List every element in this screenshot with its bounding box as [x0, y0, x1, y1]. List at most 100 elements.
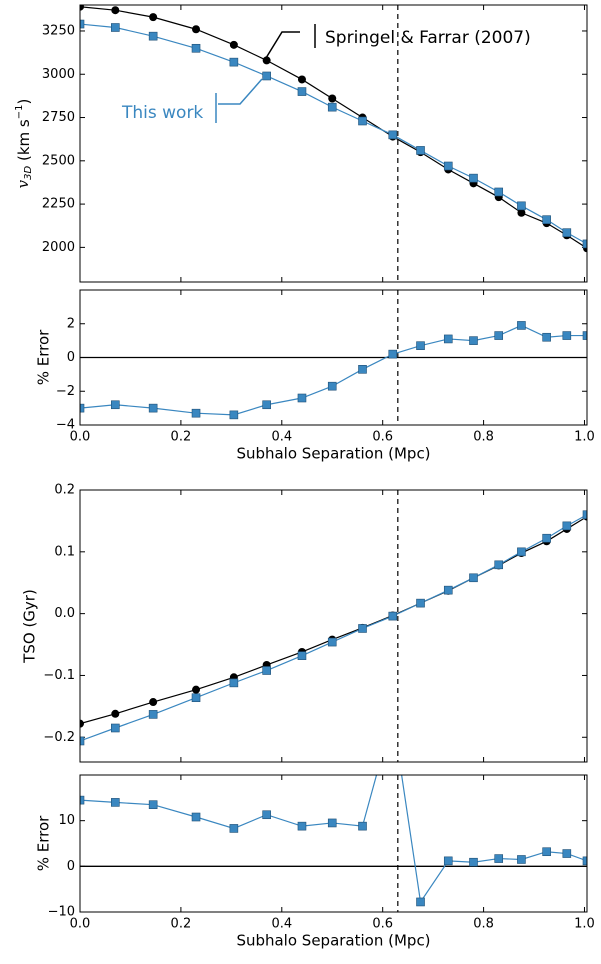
- marker: [469, 336, 478, 345]
- x-tick-label: 0.6: [372, 430, 393, 445]
- marker: [358, 624, 367, 633]
- marker: [149, 698, 158, 707]
- marker: [229, 410, 239, 420]
- panel: 2000 2250 2500 2750 3000 3250 v3D (km s−1): [14, 4, 588, 283]
- x-tick-label: 1.0: [574, 430, 595, 445]
- y-axis-label-part: v: [14, 179, 32, 188]
- y-tick-label: 0.2: [54, 483, 75, 498]
- marker: [443, 856, 453, 866]
- marker: [148, 710, 158, 719]
- y-tick-label: 0.0: [54, 606, 75, 621]
- marker: [191, 43, 201, 53]
- marker: [542, 533, 551, 543]
- marker: [111, 709, 120, 718]
- y-axis-label-part: −1: [14, 105, 25, 120]
- y-tick-label: 2000: [42, 240, 75, 255]
- y-axis-label: % Error: [35, 815, 53, 871]
- marker: [443, 585, 453, 595]
- marker: [517, 547, 526, 557]
- x-tick-label: 0.4: [271, 430, 292, 445]
- y-tick-label: 2250: [42, 197, 75, 212]
- y-tick-label: −4: [56, 418, 75, 433]
- marker: [262, 71, 271, 81]
- y-tick-label: −2: [56, 384, 75, 399]
- leader-springel: [265, 24, 316, 59]
- marker: [80, 5, 84, 11]
- marker: [358, 365, 367, 374]
- marker: [443, 334, 453, 344]
- y-axis-label: v3D (km s−1): [14, 99, 34, 189]
- y-tick-label: −10: [48, 905, 75, 920]
- marker: [229, 824, 239, 833]
- marker: [149, 13, 158, 22]
- marker: [192, 685, 201, 694]
- marker: [562, 228, 572, 237]
- marker: [582, 510, 587, 520]
- marker: [297, 75, 306, 84]
- marker: [80, 795, 85, 805]
- marker: [192, 25, 201, 34]
- marker: [494, 854, 504, 863]
- marker: [358, 821, 367, 831]
- y-tick-label: 3000: [42, 67, 75, 82]
- x-axis-label: Subhalo Separation (Mpc): [236, 932, 430, 950]
- annotation-this-work: This work: [121, 103, 203, 123]
- marker: [517, 855, 526, 864]
- marker: [111, 400, 120, 410]
- marker: [297, 393, 307, 403]
- panel: −10 0 10 0.0 0.2 0.4 0.6 0.8 1.0 Subhalo Separati…: [35, 774, 595, 950]
- marker: [111, 6, 120, 15]
- marker: [416, 341, 425, 350]
- marker: [327, 637, 337, 647]
- x-tick-label: 0.6: [372, 917, 393, 932]
- marker: [148, 403, 158, 413]
- series-line: [80, 514, 587, 742]
- marker: [469, 573, 478, 583]
- marker: [327, 381, 337, 391]
- marker: [562, 331, 572, 340]
- series-line: [80, 23, 587, 245]
- series-line: [80, 6, 587, 249]
- y-tick-label: 0.1: [54, 544, 75, 559]
- marker: [229, 678, 239, 688]
- y-tick-label: 10: [58, 813, 75, 828]
- marker: [443, 161, 453, 171]
- marker: [229, 40, 238, 49]
- marker: [262, 56, 271, 65]
- plot-area: [80, 5, 587, 282]
- y-axis-label-part: ): [15, 99, 33, 105]
- marker: [582, 331, 587, 340]
- series-line: [80, 516, 587, 725]
- x-tick-label: 0.8: [473, 917, 494, 932]
- plot-area: [80, 775, 587, 912]
- marker: [297, 87, 307, 96]
- x-axis-label: Subhalo Separation (Mpc): [236, 445, 430, 463]
- marker: [416, 897, 425, 907]
- marker: [297, 821, 307, 831]
- annotation-leaders: [215, 24, 316, 123]
- marker: [148, 31, 158, 41]
- y-tick-label: −0.2: [43, 730, 75, 745]
- x-tick-label: 0.0: [70, 917, 91, 932]
- marker: [262, 810, 271, 820]
- marker: [80, 403, 85, 413]
- marker: [80, 719, 84, 728]
- y-axis-label: TSO (Gyr): [21, 589, 39, 664]
- marker: [494, 560, 504, 570]
- marker: [191, 408, 201, 418]
- marker: [416, 598, 425, 608]
- y-tick-label: 2750: [42, 110, 75, 125]
- marker: [388, 349, 398, 359]
- y-tick-label: 3250: [42, 23, 75, 38]
- plot-area: [80, 490, 587, 762]
- x-tick-label: 0.2: [171, 917, 192, 932]
- panel: −0.2 −0.1 0.0 0.1 0.2 TSO (Gyr): [21, 483, 588, 763]
- marker: [148, 800, 158, 809]
- marker: [469, 173, 478, 183]
- axes-frame: [79, 489, 588, 763]
- annotation-springel: Springel & Farrar (2007): [325, 28, 531, 48]
- panel: −4 −2 0 2 0.0 0.2 0.4 0.6 0.8 1.0 Subhalo Separati…: [35, 289, 595, 463]
- y-tick-label: 0: [67, 859, 75, 874]
- marker: [494, 187, 504, 197]
